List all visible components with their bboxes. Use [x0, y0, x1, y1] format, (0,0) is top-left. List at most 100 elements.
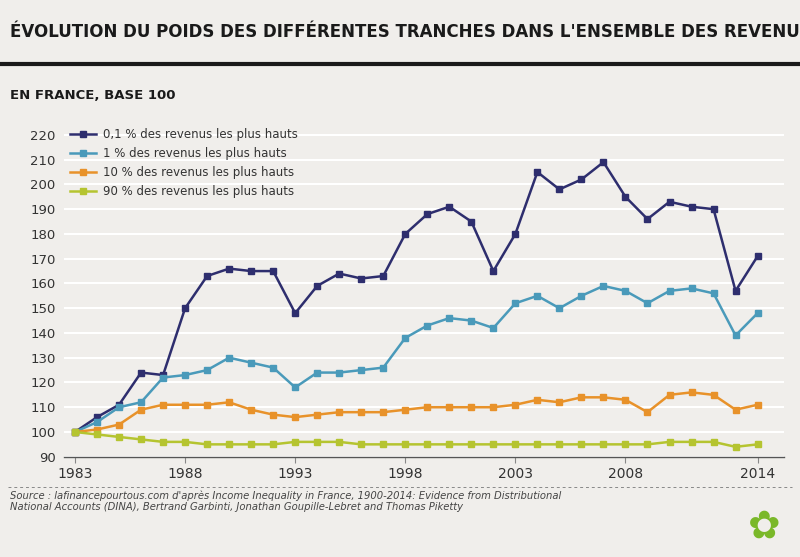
10 % des revenus les plus hauts [313, 411, 322, 418]
10 % des revenus les plus hauts [290, 414, 300, 421]
1 % des revenus les plus hauts [533, 292, 542, 299]
90 % des revenus les plus hauts [224, 441, 234, 448]
0,1 % des revenus les plus hauts [334, 270, 344, 277]
90 % des revenus les plus hauts [158, 438, 168, 445]
1 % des revenus les plus hauts [313, 369, 322, 376]
Text: ✿: ✿ [748, 507, 780, 545]
0,1 % des revenus les plus hauts [313, 282, 322, 289]
10 % des revenus les plus hauts [202, 402, 212, 408]
90 % des revenus les plus hauts [313, 438, 322, 445]
1 % des revenus les plus hauts [401, 335, 410, 341]
90 % des revenus les plus hauts [598, 441, 608, 448]
90 % des revenus les plus hauts [92, 431, 102, 438]
1 % des revenus les plus hauts [70, 429, 80, 436]
10 % des revenus les plus hauts [533, 397, 542, 403]
90 % des revenus les plus hauts [401, 441, 410, 448]
0,1 % des revenus les plus hauts [422, 211, 432, 217]
0,1 % des revenus les plus hauts [92, 414, 102, 421]
10 % des revenus les plus hauts [378, 409, 388, 416]
10 % des revenus les plus hauts [224, 399, 234, 405]
1 % des revenus les plus hauts [357, 367, 366, 373]
Line: 90 % des revenus les plus hauts: 90 % des revenus les plus hauts [72, 429, 760, 449]
90 % des revenus les plus hauts [489, 441, 498, 448]
10 % des revenus les plus hauts [158, 402, 168, 408]
1 % des revenus les plus hauts [510, 300, 520, 306]
0,1 % des revenus les plus hauts [445, 203, 454, 210]
10 % des revenus les plus hauts [686, 389, 696, 395]
1 % des revenus les plus hauts [246, 359, 256, 366]
10 % des revenus les plus hauts [709, 392, 718, 398]
1 % des revenus les plus hauts [158, 374, 168, 381]
10 % des revenus les plus hauts [401, 407, 410, 413]
1 % des revenus les plus hauts [180, 372, 190, 378]
Text: EN FRANCE, BASE 100: EN FRANCE, BASE 100 [10, 89, 175, 102]
0,1 % des revenus les plus hauts [709, 206, 718, 213]
10 % des revenus les plus hauts [753, 402, 762, 408]
1 % des revenus les plus hauts [92, 419, 102, 426]
90 % des revenus les plus hauts [665, 438, 674, 445]
1 % des revenus les plus hauts [665, 287, 674, 294]
90 % des revenus les plus hauts [445, 441, 454, 448]
1 % des revenus les plus hauts [709, 290, 718, 297]
90 % des revenus les plus hauts [533, 441, 542, 448]
90 % des revenus les plus hauts [510, 441, 520, 448]
1 % des revenus les plus hauts [334, 369, 344, 376]
10 % des revenus les plus hauts [246, 407, 256, 413]
0,1 % des revenus les plus hauts [577, 176, 586, 183]
0,1 % des revenus les plus hauts [466, 218, 476, 225]
10 % des revenus les plus hauts [642, 409, 652, 416]
0,1 % des revenus les plus hauts [114, 402, 124, 408]
1 % des revenus les plus hauts [224, 354, 234, 361]
1 % des revenus les plus hauts [577, 292, 586, 299]
0,1 % des revenus les plus hauts [70, 429, 80, 436]
1 % des revenus les plus hauts [489, 325, 498, 331]
0,1 % des revenus les plus hauts [554, 186, 564, 193]
0,1 % des revenus les plus hauts [533, 169, 542, 175]
90 % des revenus les plus hauts [730, 443, 740, 450]
0,1 % des revenus les plus hauts [730, 287, 740, 294]
1 % des revenus les plus hauts [753, 310, 762, 316]
10 % des revenus les plus hauts [334, 409, 344, 416]
90 % des revenus les plus hauts [577, 441, 586, 448]
1 % des revenus les plus hauts [686, 285, 696, 292]
0,1 % des revenus les plus hauts [136, 369, 146, 376]
0,1 % des revenus les plus hauts [180, 305, 190, 311]
Line: 0,1 % des revenus les plus hauts: 0,1 % des revenus les plus hauts [72, 159, 760, 435]
90 % des revenus les plus hauts [136, 436, 146, 443]
10 % des revenus les plus hauts [466, 404, 476, 411]
90 % des revenus les plus hauts [422, 441, 432, 448]
0,1 % des revenus les plus hauts [158, 372, 168, 378]
90 % des revenus les plus hauts [334, 438, 344, 445]
0,1 % des revenus les plus hauts [642, 216, 652, 222]
10 % des revenus les plus hauts [180, 402, 190, 408]
10 % des revenus les plus hauts [510, 402, 520, 408]
1 % des revenus les plus hauts [554, 305, 564, 311]
0,1 % des revenus les plus hauts [489, 268, 498, 275]
90 % des revenus les plus hauts [202, 441, 212, 448]
0,1 % des revenus les plus hauts [665, 198, 674, 205]
Line: 10 % des revenus les plus hauts: 10 % des revenus les plus hauts [72, 389, 760, 435]
90 % des revenus les plus hauts [642, 441, 652, 448]
10 % des revenus les plus hauts [665, 392, 674, 398]
10 % des revenus les plus hauts [357, 409, 366, 416]
0,1 % des revenus les plus hauts [686, 203, 696, 210]
1 % des revenus les plus hauts [378, 364, 388, 371]
10 % des revenus les plus hauts [70, 429, 80, 436]
Text: Source : lafinancepourtous.com d'après Income Inequality in France, 1900-2014: E: Source : lafinancepourtous.com d'après I… [10, 490, 561, 512]
Legend: 0,1 % des revenus les plus hauts, 1 % des revenus les plus hauts, 10 % des reven: 0,1 % des revenus les plus hauts, 1 % de… [67, 126, 300, 201]
90 % des revenus les plus hauts [621, 441, 630, 448]
0,1 % des revenus les plus hauts [224, 265, 234, 272]
1 % des revenus les plus hauts [642, 300, 652, 306]
10 % des revenus les plus hauts [554, 399, 564, 405]
Line: 1 % des revenus les plus hauts: 1 % des revenus les plus hauts [72, 283, 760, 435]
90 % des revenus les plus hauts [686, 438, 696, 445]
90 % des revenus les plus hauts [180, 438, 190, 445]
10 % des revenus les plus hauts [577, 394, 586, 400]
90 % des revenus les plus hauts [709, 438, 718, 445]
90 % des revenus les plus hauts [290, 438, 300, 445]
10 % des revenus les plus hauts [422, 404, 432, 411]
1 % des revenus les plus hauts [422, 322, 432, 329]
1 % des revenus les plus hauts [202, 367, 212, 373]
1 % des revenus les plus hauts [466, 317, 476, 324]
0,1 % des revenus les plus hauts [268, 268, 278, 275]
